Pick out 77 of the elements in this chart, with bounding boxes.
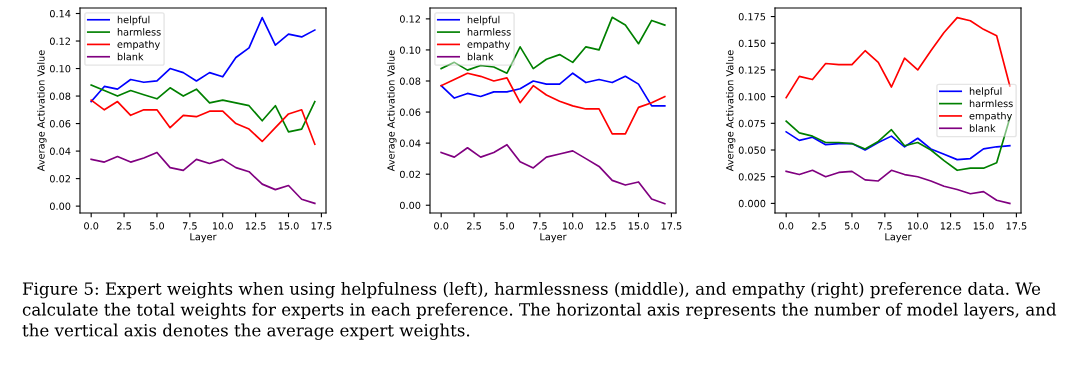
legend-label: blank: [969, 124, 996, 132]
legend-label: harmless: [467, 28, 511, 36]
legend-label: empathy: [467, 40, 510, 50]
x-tick-label: 7.5: [182, 222, 197, 230]
y-tick-label: 0.150: [738, 39, 766, 48]
y-tick-label: 0.000: [738, 199, 766, 208]
y-tick-label: 0.00: [49, 202, 71, 210]
y-tick-label: 0.14: [49, 9, 71, 18]
y-tick-label: 0.175: [738, 13, 766, 21]
y-axis-title: Average Activation Value: [37, 50, 47, 172]
x-tick-label: 12.5: [940, 222, 961, 230]
y-tick-label: 0.04: [399, 139, 421, 147]
x-tick-label: 12.5: [595, 222, 616, 230]
y-tick-label: 0.06: [399, 108, 421, 116]
y-tick-label: 0.02: [49, 175, 70, 183]
legend-label: harmless: [969, 99, 1013, 108]
line-series: [440, 72, 666, 135]
y-tick-label: 0.10: [49, 65, 71, 73]
y-tick-label: 0.04: [49, 147, 71, 155]
legend-label: helpful: [969, 87, 1002, 97]
y-tick-label: 0.06: [49, 120, 71, 128]
x-tick-label: 5.0: [844, 222, 860, 230]
x-tick-label: 17.5: [661, 222, 682, 230]
y-tick-label: 0.125: [738, 66, 766, 74]
x-axis-title: Layer: [190, 233, 217, 243]
x-tick-label: 15.0: [628, 222, 649, 230]
x-tick-label: 5.0: [149, 222, 165, 230]
line-series: [785, 16, 1011, 99]
y-tick-label: 0.12: [399, 15, 420, 23]
x-tick-label: 7.5: [877, 222, 892, 230]
x-tick-label: 2.5: [812, 222, 826, 230]
y-axis-title: Average Activation Value: [725, 50, 736, 172]
x-tick-label: 0.0: [434, 222, 449, 230]
line-series: [440, 143, 666, 205]
line-series: [440, 16, 666, 75]
y-tick-label: 0.08: [49, 92, 71, 100]
y-tick-label: 0.08: [399, 77, 421, 85]
line-series: [440, 72, 666, 107]
x-tick-label: 0.0: [84, 222, 99, 230]
x-tick-label: 10.0: [562, 222, 583, 230]
x-tick-label: 2.5: [117, 222, 131, 230]
y-tick-label: 0.02: [399, 170, 420, 179]
legend-label: blank: [117, 52, 144, 61]
line-series: [90, 16, 316, 103]
y-tick-label: 0.100: [738, 93, 766, 101]
legend-label: empathy: [969, 111, 1013, 122]
x-tick-label: 2.5: [467, 222, 481, 230]
line-series: [90, 151, 316, 205]
x-tick-label: 10.0: [212, 222, 233, 230]
x-tick-label: 0.0: [779, 222, 794, 230]
line-series: [90, 99, 316, 146]
y-tick-label: 0.075: [738, 119, 766, 128]
legend-label: helpful: [117, 15, 150, 26]
x-tick-label: 7.5: [532, 222, 547, 230]
y-axis-title: Average Activation Value: [387, 50, 397, 172]
x-tick-label: 5.0: [499, 222, 515, 230]
x-tick-label: 17.5: [311, 222, 332, 230]
line-series: [90, 84, 316, 133]
x-axis-title: Layer: [885, 233, 912, 243]
legend-label: helpful: [467, 15, 500, 26]
y-tick-label: 0.00: [399, 201, 421, 210]
legend-label: blank: [467, 52, 494, 61]
x-tick-label: 15.0: [278, 222, 299, 230]
x-tick-label: 10.0: [907, 222, 928, 230]
y-tick-label: 0.12: [49, 37, 70, 45]
legend-label: harmless: [117, 28, 161, 36]
line-series: [785, 169, 1011, 205]
caption: Figure 5: Expert weights when using helpfulness (left), harmlessness (middle), and empathy (right) preference data. We calculate the total weights for experts in each preference. The horizontal axis represents the number of model layers, and the vertical axis denotes the average expert weights.: [22, 282, 1057, 340]
y-tick-label: 0.10: [399, 46, 421, 54]
line-series: [785, 131, 1011, 161]
x-tick-label: 12.5: [245, 222, 266, 230]
x-tick-label: 17.5: [1006, 222, 1027, 230]
y-tick-label: 0.025: [738, 173, 766, 181]
legend-label: empathy: [117, 40, 160, 50]
x-axis-title: Layer: [540, 233, 567, 243]
x-tick-label: 15.0: [973, 222, 994, 230]
y-tick-label: 0.050: [738, 146, 766, 154]
